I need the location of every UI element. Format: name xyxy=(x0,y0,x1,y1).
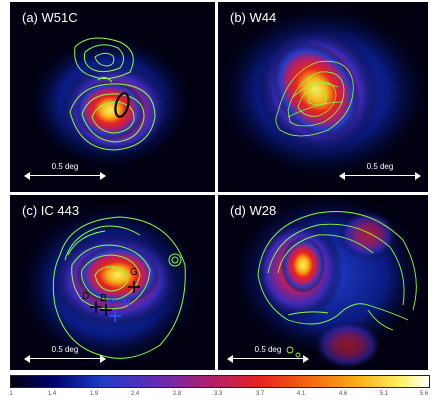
colorbar-tick: 4.1 xyxy=(296,391,306,397)
colorbar-tick: 5.6 xyxy=(419,391,429,397)
scale-bar-label: 0.5 deg xyxy=(51,345,79,354)
marker-label-g: G xyxy=(130,267,138,278)
colorbar-gradient xyxy=(11,376,429,387)
panel-label: (d) W28 xyxy=(230,203,277,218)
colorbar-tick: 2.8 xyxy=(172,391,182,397)
cross-marker-blue xyxy=(109,310,121,322)
panel-w44: (b) W44 0.5 deg xyxy=(218,2,428,192)
panel-w51c: (a) W51C 0.5 deg xyxy=(10,2,215,192)
colorbar-tick: 1.4 xyxy=(47,391,57,397)
scale-bar: 0.5 deg xyxy=(24,162,106,180)
panel-ic443: (c) IC 443 G D B PWN 0.5 deg xyxy=(10,195,215,370)
scale-bar-label: 0.5 deg xyxy=(366,162,394,171)
colorbar-tick: 4.6 xyxy=(338,391,348,397)
scale-bar-label: 0.5 deg xyxy=(254,345,282,354)
scale-arrow-icon xyxy=(227,355,309,363)
scale-bar: 0.5 deg xyxy=(227,345,309,363)
marker-label-b: B xyxy=(100,293,107,304)
marker-label-pwn: PWN xyxy=(107,298,131,309)
scale-arrow-icon xyxy=(24,172,106,180)
colorbar-tick: 3.7 xyxy=(255,391,265,397)
scale-bar: 0.5 deg xyxy=(339,162,421,180)
ellipse-marker xyxy=(114,92,130,118)
ic443-image xyxy=(10,195,215,370)
colorbar-tick: 2.4 xyxy=(130,391,140,397)
panel-label: (b) W44 xyxy=(230,10,277,25)
scale-arrow-icon xyxy=(339,172,421,180)
w51c-image xyxy=(10,2,215,192)
panel-label: (c) IC 443 xyxy=(22,203,80,218)
colorbar xyxy=(10,375,430,388)
colorbar-tick: 5.1 xyxy=(379,391,389,397)
w44-image xyxy=(218,2,428,192)
panel-w28: (d) W28 0.5 deg xyxy=(218,195,428,370)
colorbar-tick: 3.3 xyxy=(213,391,223,397)
scale-arrow-icon xyxy=(24,355,106,363)
cross-markers-black xyxy=(90,281,140,316)
colorbar-tick: 1 xyxy=(9,391,13,397)
marker-label-d: D xyxy=(82,291,90,302)
panel-label: (a) W51C xyxy=(22,10,78,25)
colorbar-tick: 1.9 xyxy=(89,391,99,397)
w28-image xyxy=(218,195,428,370)
scale-bar-label: 0.5 deg xyxy=(51,162,79,171)
scale-bar: 0.5 deg xyxy=(24,345,106,363)
